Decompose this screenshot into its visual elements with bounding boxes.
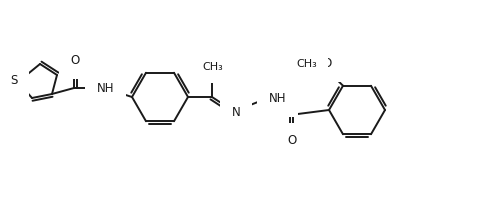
Text: N: N bbox=[232, 106, 241, 119]
Text: NH: NH bbox=[97, 82, 115, 96]
Text: O: O bbox=[287, 134, 297, 148]
Text: O: O bbox=[323, 57, 332, 70]
Text: CH₃: CH₃ bbox=[203, 62, 224, 72]
Text: CH₃: CH₃ bbox=[296, 59, 317, 69]
Text: NH: NH bbox=[269, 92, 286, 106]
Text: S: S bbox=[10, 74, 18, 88]
Text: O: O bbox=[70, 54, 80, 68]
